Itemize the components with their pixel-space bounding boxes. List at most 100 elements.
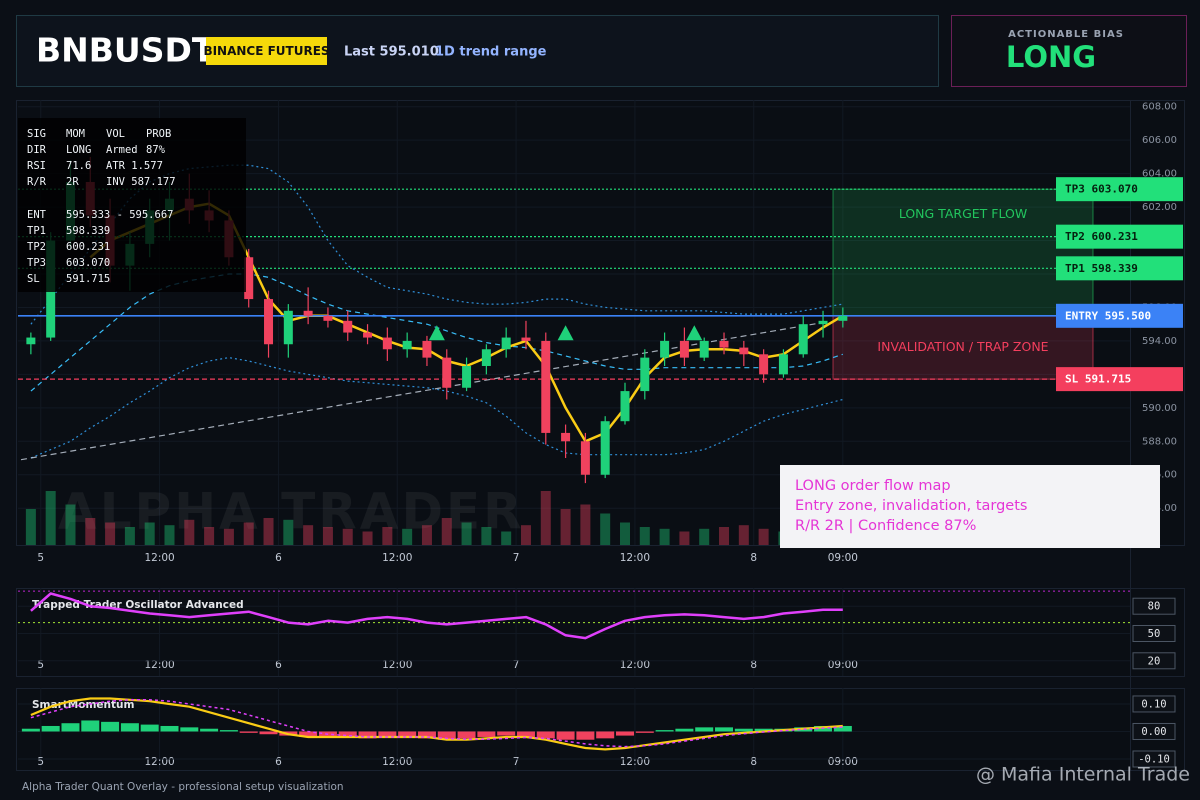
momentum-bar xyxy=(615,731,634,736)
volume-bar xyxy=(738,525,749,545)
info-cell: MOM xyxy=(66,128,85,140)
volume-bar xyxy=(362,531,373,545)
y-tick-label: 80 xyxy=(1148,601,1161,613)
info-cell: 2R xyxy=(66,176,79,188)
momentum-bar xyxy=(417,731,436,739)
volume-bar xyxy=(124,527,135,545)
y-tick-label: 604.00 xyxy=(1142,169,1177,180)
volume-bar xyxy=(421,525,432,545)
candle-body xyxy=(26,337,36,345)
header-box xyxy=(16,15,939,87)
volume-bar xyxy=(184,519,195,545)
volume-bar xyxy=(639,527,650,545)
info-cell: INV 587.177 xyxy=(106,176,176,188)
momentum-bar xyxy=(437,731,456,740)
volume-bar xyxy=(441,518,452,545)
candle-body xyxy=(640,357,650,392)
trend-line xyxy=(20,321,824,461)
candle-body xyxy=(521,337,531,341)
signal-marker xyxy=(686,325,703,341)
info-cell: DIR xyxy=(27,144,47,156)
candle-body xyxy=(739,347,749,355)
momentum-bar xyxy=(81,720,100,732)
volume-bar xyxy=(303,525,314,545)
candle-body xyxy=(541,340,551,433)
candle-body xyxy=(561,432,571,442)
momentum-bar xyxy=(239,731,258,733)
candle-body xyxy=(323,315,333,321)
candle-body xyxy=(442,357,452,388)
momentum-bar xyxy=(140,724,159,732)
candle-body xyxy=(303,310,313,316)
y-tick-label: 20 xyxy=(1148,655,1161,667)
y-tick-label: 606.00 xyxy=(1142,135,1177,146)
x-tick-label: 12:00 xyxy=(620,756,650,768)
info-cell: R/R xyxy=(27,176,47,188)
y-tick-label: 594.00 xyxy=(1142,336,1177,347)
bias-label: ACTIONABLE BIAS xyxy=(1008,29,1124,40)
level-label: TP3 603.070 xyxy=(1065,183,1138,196)
info-cell: ENT xyxy=(27,209,47,221)
level-label-box xyxy=(1056,224,1183,249)
x-tick-label: 6 xyxy=(275,756,282,768)
momentum-bar xyxy=(398,731,417,737)
volume-bar xyxy=(283,519,294,545)
info-cell: RSI xyxy=(27,160,46,172)
candle-body xyxy=(580,441,590,475)
volume-bar xyxy=(719,527,730,545)
volume-bar xyxy=(45,491,56,545)
momentum-bar xyxy=(675,728,694,732)
x-tick-label: 8 xyxy=(750,552,757,564)
x-tick-label: 6 xyxy=(275,659,282,671)
x-tick-label: 7 xyxy=(513,659,520,671)
candle-body xyxy=(679,340,689,358)
level-label-box xyxy=(1056,256,1183,281)
y-tick-label: 602.00 xyxy=(1142,202,1177,213)
volume-bar xyxy=(560,509,571,545)
info-cell: VOL xyxy=(106,128,125,140)
info-cell: Armed xyxy=(106,144,138,156)
x-tick-label: 09:00 xyxy=(828,756,858,768)
volume-bar xyxy=(540,491,551,545)
credit-watermark: @ Mafia Internal Trade xyxy=(976,764,1190,786)
candle-body xyxy=(481,349,491,366)
annotation-line: R/R 2R | Confidence 87% xyxy=(795,518,976,534)
x-tick-label: 6 xyxy=(275,552,282,564)
x-tick-label: 8 xyxy=(750,756,757,768)
candle-body xyxy=(719,340,729,348)
volume-bar xyxy=(758,528,769,545)
candle-body xyxy=(283,310,293,345)
momentum-bar xyxy=(576,731,595,740)
x-tick-label: 7 xyxy=(513,552,520,564)
x-tick-label: 09:00 xyxy=(828,659,858,671)
oscillator-line xyxy=(30,592,843,640)
level-label-box xyxy=(1056,177,1183,202)
candle-body xyxy=(600,421,610,475)
y-tick-label: -0.10 xyxy=(1138,753,1170,765)
momentum-line xyxy=(30,697,843,751)
annotation-line: LONG order flow map xyxy=(795,478,951,494)
candle-body xyxy=(264,299,274,345)
info-cell: 87% xyxy=(146,144,166,156)
momentum-bar xyxy=(358,731,377,739)
volume-bar xyxy=(25,509,36,545)
info-cell: ATR 1.577 xyxy=(106,160,163,172)
volume-bar xyxy=(223,528,234,545)
info-panel xyxy=(18,118,246,292)
info-cell: 603.070 xyxy=(66,257,110,269)
y-tick-box xyxy=(1132,597,1176,615)
x-tick-label: 12:00 xyxy=(382,659,412,671)
y-tick-box xyxy=(1132,652,1176,670)
zone-label: LONG TARGET FLOW xyxy=(899,206,1027,221)
candle-body xyxy=(343,320,353,333)
x-tick-label: 5 xyxy=(37,756,44,768)
candle-body xyxy=(363,332,373,338)
volume-bar xyxy=(105,522,116,545)
info-cell: TP1 xyxy=(27,225,46,237)
momentum-bar xyxy=(101,721,120,732)
momentum-bar xyxy=(61,723,80,732)
volume-bar xyxy=(699,528,710,545)
y-tick-box xyxy=(1132,625,1176,643)
